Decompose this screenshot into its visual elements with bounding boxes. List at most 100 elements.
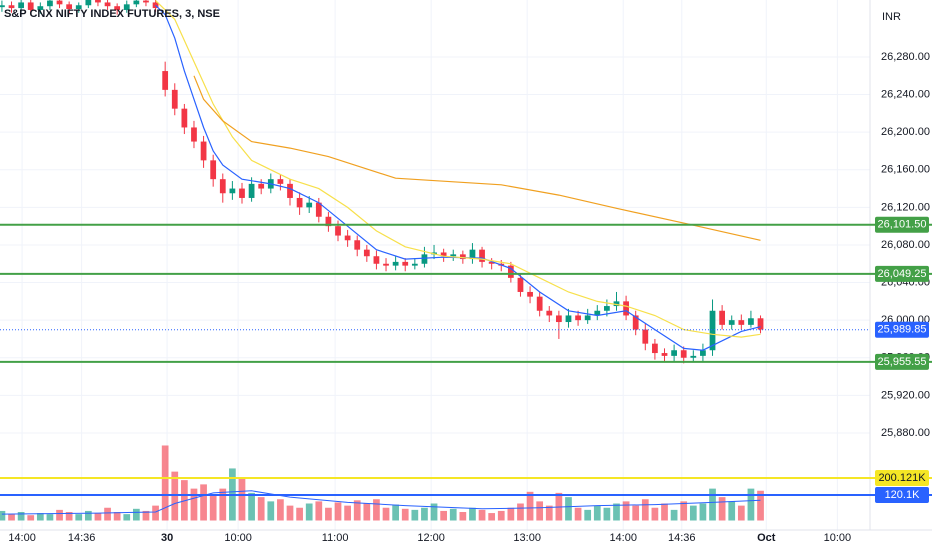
x-tick-label: 30 <box>161 532 173 544</box>
level-label-box <box>875 353 929 370</box>
volume-bar <box>392 504 399 521</box>
volume-bar <box>209 495 217 521</box>
x-tick-label: 11:00 <box>322 532 349 544</box>
candle-body <box>354 240 361 250</box>
volume-bar <box>699 503 707 521</box>
volume-bar <box>469 507 476 521</box>
candle-body <box>27 2 34 10</box>
candle-body <box>488 261 495 264</box>
volume-bar <box>200 484 207 521</box>
candle-body <box>402 261 409 266</box>
volume-bar <box>689 505 697 521</box>
grid <box>0 0 870 530</box>
volume-bar <box>56 509 63 521</box>
x-tick-label: 14:36 <box>68 532 96 544</box>
candle-body <box>47 0 53 7</box>
candle-body <box>652 343 658 354</box>
volume-bar <box>123 514 131 521</box>
volume-bar <box>440 510 448 521</box>
candle-body <box>623 301 629 316</box>
level-label: 26,049.25 <box>878 268 927 280</box>
volume-bar <box>641 499 649 521</box>
candle-body <box>690 355 697 358</box>
volume-bar <box>497 510 505 521</box>
candle-body <box>335 226 341 236</box>
volume-bar <box>277 499 284 521</box>
moving-average <box>155 0 761 338</box>
volume-bar <box>747 488 755 521</box>
candle-body <box>85 0 92 6</box>
volume-bar <box>219 488 227 521</box>
candle-body <box>680 350 687 358</box>
candle-body <box>709 310 716 351</box>
candle-body <box>239 188 245 198</box>
candle-body <box>555 315 562 323</box>
candle-body <box>536 296 543 311</box>
volume-bar <box>286 505 294 521</box>
x-tick-label: Oct <box>757 532 776 544</box>
candle-body <box>507 265 514 278</box>
candle-body <box>200 141 207 161</box>
candle-body <box>229 188 236 194</box>
level-label: 120.1K <box>885 489 921 501</box>
volume-bar <box>142 510 150 521</box>
volume-bar <box>430 503 438 521</box>
candle-body <box>613 301 620 307</box>
volume-bar <box>526 491 534 521</box>
level-label-box <box>875 321 929 338</box>
x-tick-label: 12:00 <box>417 532 445 544</box>
volume-bar <box>661 503 668 521</box>
volume-bar <box>94 513 102 521</box>
y-tick-label: 26,280.00 <box>881 51 930 63</box>
volume-bar <box>382 507 390 521</box>
volume-bar <box>325 507 332 521</box>
volume-bar <box>344 505 351 521</box>
candle-body <box>248 183 255 198</box>
candle-body <box>181 108 188 128</box>
volume-bar <box>680 501 688 521</box>
candle-body <box>171 89 178 109</box>
candle-body <box>440 252 447 257</box>
y-tick-label: 26,080.00 <box>881 239 930 251</box>
level-label: 26,101.50 <box>878 219 927 231</box>
x-tick-label: 14:36 <box>668 532 696 544</box>
volume-bar <box>104 507 111 521</box>
candle-body <box>277 179 284 184</box>
x-tick-label: 14:00 <box>8 532 36 544</box>
x-tick-label: 10:00 <box>824 532 852 544</box>
candle-body <box>575 315 581 321</box>
candle-body <box>143 0 149 3</box>
candle-body <box>66 4 73 10</box>
volume-bar <box>565 497 572 521</box>
volume-bar <box>152 505 159 521</box>
candle-body <box>661 353 668 356</box>
y-tick-label: 26,200.00 <box>881 126 930 138</box>
volume-bar <box>363 503 371 521</box>
candle-body <box>315 202 322 217</box>
volume-bar <box>613 503 620 521</box>
volume-bar <box>248 492 255 521</box>
volume-bar <box>507 507 515 521</box>
candle-body <box>95 0 101 3</box>
candle-body <box>584 315 591 321</box>
volume-bar <box>65 512 73 521</box>
volume-bar <box>603 507 611 521</box>
axes: 26,280.00 26,240.00 26,200.00 26,160.00 26,1… <box>0 51 932 544</box>
candle-body <box>219 179 226 194</box>
volume-bar <box>459 512 467 521</box>
candle-body <box>104 2 111 7</box>
volume-bar <box>545 505 553 521</box>
volume-bar <box>718 497 726 521</box>
candle-body <box>258 183 265 189</box>
volume-bar <box>536 501 544 521</box>
volume-bar <box>517 503 524 521</box>
volume-bar <box>728 501 736 521</box>
volume-bar <box>8 514 15 521</box>
y-tick-label: 26,120.00 <box>881 201 930 213</box>
volume-bar <box>593 505 601 521</box>
volume-bar <box>584 509 592 521</box>
volume-bar <box>305 503 313 521</box>
volume-bar <box>709 488 716 521</box>
